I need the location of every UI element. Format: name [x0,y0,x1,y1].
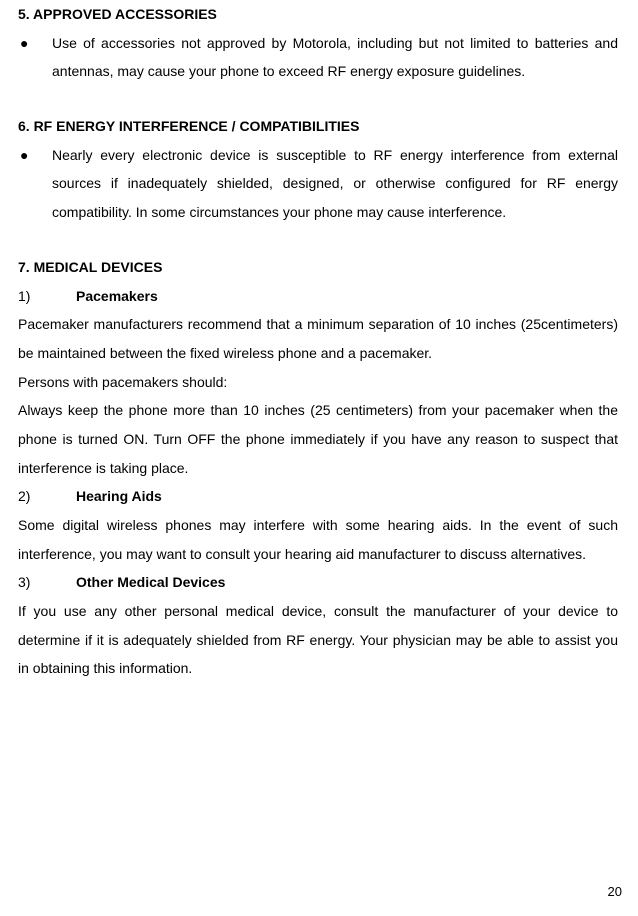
bullet-icon: ● [18,29,52,86]
spacer [18,86,618,112]
subsection-title: Other Medical Devices [76,568,225,597]
subsection-1-heading: 1) Pacemakers [18,282,618,311]
subsection-1-p3: Always keep the phone more than 10 inche… [18,396,618,482]
subsection-number: 1) [18,282,76,311]
subsection-title: Pacemakers [76,282,158,311]
page-number: 20 [608,879,622,906]
section-5-bullet: ● Use of accessories not approved by Mot… [18,29,618,86]
section-5-text: Use of accessories not approved by Motor… [52,29,618,86]
section-7-heading: 7. MEDICAL DEVICES [18,253,618,282]
section-6-bullet: ● Nearly every electronic device is susc… [18,141,618,227]
subsection-3-p1: If you use any other personal medical de… [18,597,618,683]
section-5-heading: 5. APPROVED ACCESSORIES [18,0,618,29]
subsection-1-p1: Pacemaker manufacturers recommend that a… [18,310,618,367]
subsection-number: 2) [18,482,76,511]
subsection-1-p2: Persons with pacemakers should: [18,368,618,397]
bullet-icon: ● [18,141,52,227]
document-page: 5. APPROVED ACCESSORIES ● Use of accesso… [18,0,618,683]
subsection-3-heading: 3) Other Medical Devices [18,568,618,597]
subsection-number: 3) [18,568,76,597]
subsection-2-p1: Some digital wireless phones may interfe… [18,511,618,568]
spacer [18,227,618,253]
section-6-text: Nearly every electronic device is suscep… [52,141,618,227]
subsection-title: Hearing Aids [76,482,162,511]
subsection-2-heading: 2) Hearing Aids [18,482,618,511]
section-6-heading: 6. RF ENERGY INTERFERENCE / COMPATIBILIT… [18,112,618,141]
